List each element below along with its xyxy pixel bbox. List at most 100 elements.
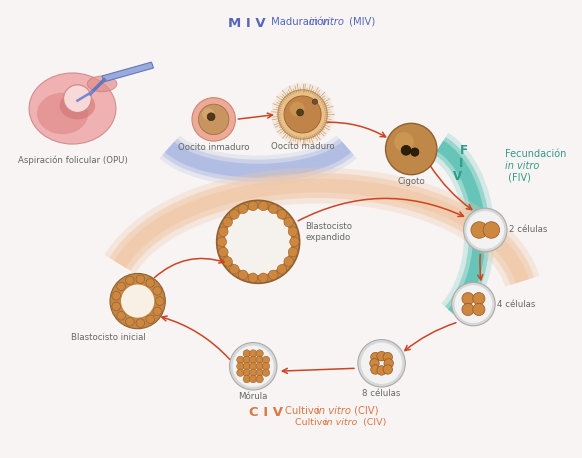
Circle shape (256, 356, 263, 364)
Text: 4 células: 4 células (497, 300, 535, 309)
Text: V: V (453, 170, 462, 183)
Circle shape (225, 209, 292, 275)
Circle shape (146, 315, 154, 324)
Text: in vitro: in vitro (324, 418, 358, 426)
Circle shape (462, 293, 474, 305)
Circle shape (258, 273, 268, 283)
Circle shape (146, 278, 154, 287)
Circle shape (250, 363, 257, 370)
Circle shape (371, 352, 380, 362)
Circle shape (411, 148, 419, 156)
Circle shape (473, 293, 485, 305)
Circle shape (462, 303, 474, 316)
Text: in vitro: in vitro (310, 16, 345, 27)
Circle shape (110, 273, 165, 329)
Circle shape (153, 287, 162, 295)
Text: in vitro: in vitro (505, 161, 540, 171)
Text: (CIV): (CIV) (351, 406, 378, 416)
Text: Blastocisto
expandido: Blastocisto expandido (306, 222, 353, 242)
Circle shape (223, 218, 232, 227)
Circle shape (371, 365, 380, 374)
Circle shape (383, 365, 392, 374)
Circle shape (361, 343, 402, 384)
Text: Cigoto: Cigoto (398, 177, 425, 185)
Circle shape (262, 363, 269, 370)
Circle shape (230, 210, 239, 219)
Circle shape (229, 343, 277, 390)
Text: I: I (459, 158, 463, 170)
Circle shape (288, 247, 298, 257)
Text: 2 células: 2 células (509, 225, 547, 234)
Circle shape (155, 297, 164, 305)
Circle shape (219, 227, 228, 236)
Circle shape (277, 210, 287, 219)
Circle shape (243, 350, 250, 357)
Text: Fecundación: Fecundación (505, 149, 566, 159)
Circle shape (452, 282, 495, 326)
Polygon shape (102, 62, 154, 82)
Circle shape (230, 265, 239, 274)
Circle shape (262, 369, 269, 376)
Circle shape (394, 132, 414, 152)
Circle shape (243, 363, 250, 370)
Circle shape (385, 123, 437, 174)
Circle shape (238, 270, 248, 280)
Circle shape (377, 351, 386, 361)
Circle shape (256, 350, 263, 357)
Circle shape (126, 317, 134, 326)
Circle shape (136, 319, 144, 327)
Text: Aspiración folicular (OPU): Aspiración folicular (OPU) (17, 156, 127, 165)
Circle shape (192, 98, 236, 141)
Circle shape (136, 275, 144, 284)
Circle shape (238, 204, 248, 213)
Circle shape (219, 247, 228, 257)
Circle shape (250, 369, 257, 376)
Circle shape (258, 201, 268, 211)
Circle shape (312, 99, 318, 104)
Text: (FIV): (FIV) (505, 173, 531, 183)
Text: in vitro: in vitro (317, 406, 352, 416)
Circle shape (278, 90, 327, 139)
Circle shape (455, 285, 492, 323)
Circle shape (250, 376, 257, 383)
Text: F: F (460, 144, 467, 158)
Text: Blastocisto inicial: Blastocisto inicial (70, 333, 146, 342)
Ellipse shape (59, 92, 95, 120)
Text: C I V: C I V (249, 406, 283, 419)
Circle shape (262, 356, 269, 364)
Circle shape (250, 356, 257, 364)
Circle shape (117, 311, 125, 320)
Circle shape (250, 350, 257, 357)
Text: Oocito inmaduro: Oocito inmaduro (178, 143, 250, 152)
Circle shape (268, 270, 278, 280)
Text: Cultivo: Cultivo (285, 406, 322, 416)
Circle shape (153, 307, 162, 316)
Circle shape (233, 346, 274, 387)
Circle shape (126, 276, 134, 285)
Text: Cultivo: Cultivo (294, 418, 331, 426)
Circle shape (256, 369, 263, 376)
Circle shape (284, 256, 293, 266)
Circle shape (237, 356, 244, 364)
Ellipse shape (29, 73, 116, 144)
Circle shape (237, 369, 244, 376)
Circle shape (223, 256, 232, 266)
Circle shape (271, 83, 334, 146)
Text: Oocito maduro: Oocito maduro (271, 142, 335, 151)
Circle shape (248, 201, 258, 211)
Circle shape (268, 204, 278, 213)
Circle shape (248, 273, 258, 283)
Circle shape (290, 102, 304, 116)
Text: (MIV): (MIV) (346, 16, 375, 27)
Circle shape (473, 303, 485, 316)
Circle shape (290, 237, 299, 246)
Circle shape (112, 291, 120, 300)
Circle shape (358, 339, 405, 387)
Circle shape (466, 211, 504, 249)
Circle shape (463, 208, 507, 252)
Circle shape (384, 359, 393, 368)
Text: (CIV): (CIV) (360, 418, 386, 426)
Ellipse shape (87, 76, 117, 92)
Circle shape (370, 359, 379, 368)
Circle shape (256, 376, 263, 383)
